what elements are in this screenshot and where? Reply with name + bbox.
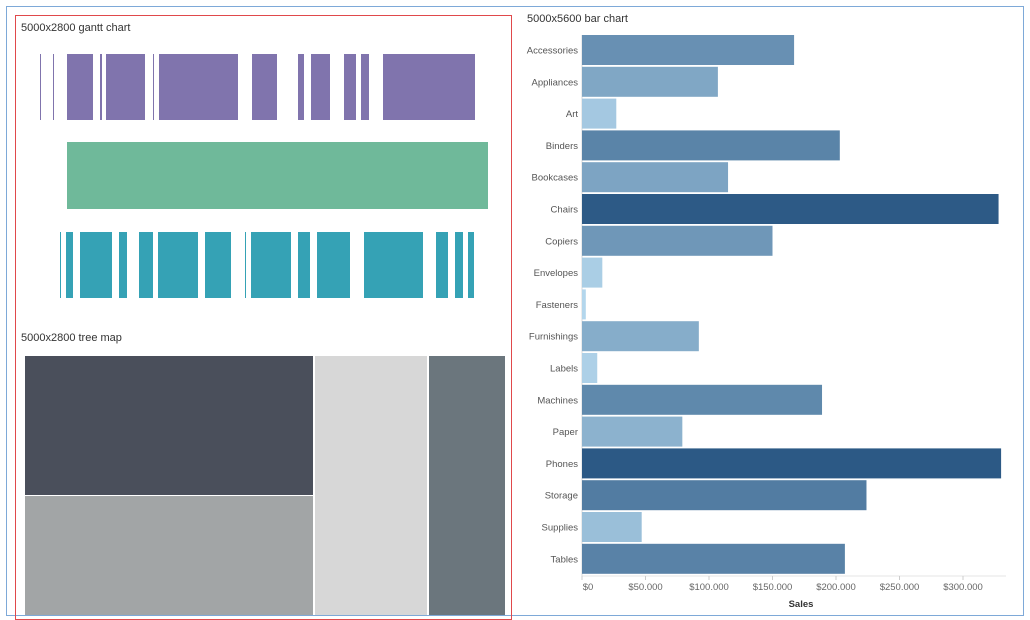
gantt-bar-row1-8[interactable] — [252, 54, 277, 120]
category-label-machines: Machines — [537, 395, 578, 406]
bar-art[interactable] — [582, 98, 617, 129]
category-label-appliances: Appliances — [532, 77, 579, 88]
x-tick-label: $150.000 — [753, 582, 793, 593]
category-label-binders: Binders — [546, 141, 578, 152]
gantt-bar-row3-15[interactable] — [468, 232, 474, 298]
bar-copiers[interactable] — [582, 225, 773, 256]
bar-accessories[interactable] — [582, 35, 795, 65]
category-label-labels: Labels — [550, 364, 578, 375]
category-label-supplies: Supplies — [542, 523, 579, 534]
gantt-bar-row1-10[interactable] — [311, 54, 330, 120]
gantt-bar-row1-2[interactable] — [53, 54, 54, 120]
gantt-bar-row1-5[interactable] — [106, 54, 145, 120]
gantt-bar-row3-5[interactable] — [139, 232, 153, 298]
category-label-paper: Paper — [553, 427, 578, 438]
category-label-furnishings: Furnishings — [529, 332, 578, 343]
bar-supplies[interactable] — [582, 512, 642, 542]
x-tick-label: $100.000 — [689, 582, 729, 593]
x-axis-title: Sales — [789, 599, 814, 610]
bar-appliances[interactable] — [582, 66, 718, 97]
bar-machines[interactable] — [582, 384, 823, 415]
category-label-tables: Tables — [551, 554, 579, 565]
gantt-bar-row3-2[interactable] — [66, 232, 73, 298]
category-label-bookcases: Bookcases — [532, 173, 579, 184]
gantt-chart-title: 5000x2800 gantt chart — [21, 22, 131, 34]
tree-map-cell-2[interactable] — [25, 496, 313, 615]
dashboard: 5000x2800 gantt chart 5000x2800 tree map… — [6, 6, 1024, 620]
bar-chairs[interactable] — [582, 194, 999, 224]
gantt-bar-row1-1[interactable] — [40, 54, 41, 120]
gantt-bar-row3-10[interactable] — [298, 232, 310, 298]
bar-paper[interactable] — [582, 416, 683, 447]
bar-phones[interactable] — [582, 448, 1002, 479]
left-panel-selected[interactable]: 5000x2800 gantt chart 5000x2800 tree map — [15, 15, 512, 620]
category-label-art: Art — [566, 109, 579, 120]
category-label-accessories: Accessories — [527, 46, 578, 57]
gantt-bar-row3-6[interactable] — [158, 232, 198, 298]
gantt-bar-row3-9[interactable] — [251, 232, 291, 298]
category-label-fasteners: Fasteners — [536, 300, 578, 311]
gantt-bar-row3-3[interactable] — [80, 232, 112, 298]
gantt-bar-row3-8[interactable] — [245, 232, 246, 298]
gantt-bar-row1-4[interactable] — [100, 54, 102, 120]
bar-chart-title: 5000x5600 bar chart — [527, 13, 628, 25]
bar-binders[interactable] — [582, 130, 840, 161]
gantt-bar-row3-13[interactable] — [436, 232, 448, 298]
x-tick-label: $250.000 — [880, 582, 920, 593]
bar-tables[interactable] — [582, 543, 845, 574]
category-label-storage: Storage — [545, 491, 578, 502]
category-label-chairs: Chairs — [551, 205, 579, 216]
gantt-bar-row3-4[interactable] — [119, 232, 127, 298]
bar-labels[interactable] — [582, 353, 598, 383]
category-label-envelopes: Envelopes — [534, 268, 579, 279]
bar-envelopes[interactable] — [582, 257, 603, 288]
x-tick-label: $0 — [583, 582, 594, 593]
gantt-bar-row3-7[interactable] — [205, 232, 231, 298]
gantt-bar-row2-1[interactable] — [67, 142, 488, 209]
category-label-phones: Phones — [546, 459, 578, 470]
gantt-bar-row1-6[interactable] — [153, 54, 154, 120]
gantt-bar-row3-12[interactable] — [364, 232, 423, 298]
bar-bookcases[interactable] — [582, 162, 729, 193]
tree-map-plot[interactable] — [25, 25, 505, 615]
gantt-bar-row3-11[interactable] — [317, 232, 350, 298]
gantt-bar-row1-7[interactable] — [159, 54, 238, 120]
bar-fasteners[interactable] — [582, 289, 586, 320]
bar-storage[interactable] — [582, 480, 867, 511]
gantt-bar-row3-1[interactable] — [60, 232, 61, 298]
x-tick-label: $200.000 — [816, 582, 856, 593]
bar-chart-plot[interactable]: Accessories Appliances Art Binders Bookcases… — [7, 7, 1023, 615]
gantt-bar-row1-13[interactable] — [383, 54, 475, 120]
gantt-chart-plot[interactable] — [25, 25, 505, 325]
x-tick-label: $50.000 — [628, 582, 662, 593]
gantt-bar-row1-3[interactable] — [67, 54, 93, 120]
tree-map-cell-3[interactable] — [315, 356, 427, 615]
gantt-bar-row3-14[interactable] — [455, 232, 463, 298]
tree-map-cell-4[interactable] — [429, 356, 505, 615]
tree-map-title: 5000x2800 tree map — [21, 332, 122, 344]
bar-furnishings[interactable] — [582, 321, 699, 352]
gantt-bar-row1-9[interactable] — [298, 54, 304, 120]
gantt-bar-row1-11[interactable] — [344, 54, 356, 120]
tree-map-cell-1[interactable] — [25, 356, 313, 495]
category-label-copiers: Copiers — [545, 236, 578, 247]
x-tick-label: $300.000 — [943, 582, 983, 593]
gantt-bar-row1-12[interactable] — [361, 54, 369, 120]
